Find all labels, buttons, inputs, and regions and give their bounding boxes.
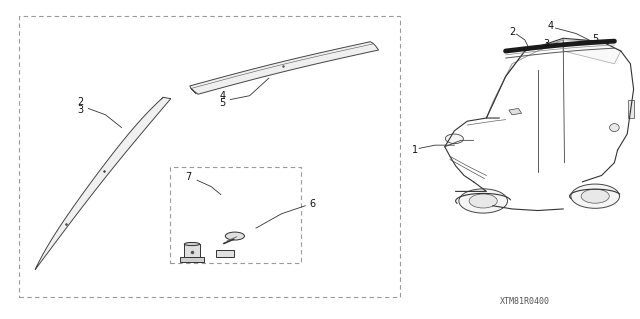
Text: 5: 5 (220, 98, 226, 108)
Ellipse shape (445, 134, 463, 144)
Polygon shape (191, 88, 196, 93)
Circle shape (571, 184, 620, 208)
Text: 1: 1 (412, 145, 418, 155)
Polygon shape (35, 97, 171, 270)
Bar (180, 257, 204, 262)
Text: 7: 7 (186, 172, 192, 182)
Ellipse shape (610, 123, 619, 132)
Polygon shape (509, 108, 522, 115)
Text: XTM81R0400: XTM81R0400 (500, 297, 550, 306)
Polygon shape (190, 42, 379, 94)
Text: 2: 2 (77, 97, 83, 107)
Text: 5: 5 (592, 34, 598, 44)
Text: 2: 2 (509, 27, 515, 37)
Bar (216, 250, 234, 257)
Text: 6: 6 (309, 199, 316, 209)
Bar (184, 244, 200, 258)
Circle shape (581, 189, 609, 203)
Ellipse shape (225, 232, 244, 240)
Bar (170, 167, 301, 263)
Circle shape (469, 194, 497, 208)
Text: 4: 4 (547, 20, 554, 31)
Bar (19, 16, 400, 297)
Text: 3: 3 (77, 105, 83, 115)
Text: 4: 4 (220, 91, 226, 101)
Ellipse shape (184, 242, 200, 246)
Text: 3: 3 (543, 39, 549, 49)
Polygon shape (563, 40, 621, 64)
Bar (628, 100, 634, 118)
Circle shape (459, 189, 508, 213)
Polygon shape (486, 40, 563, 118)
